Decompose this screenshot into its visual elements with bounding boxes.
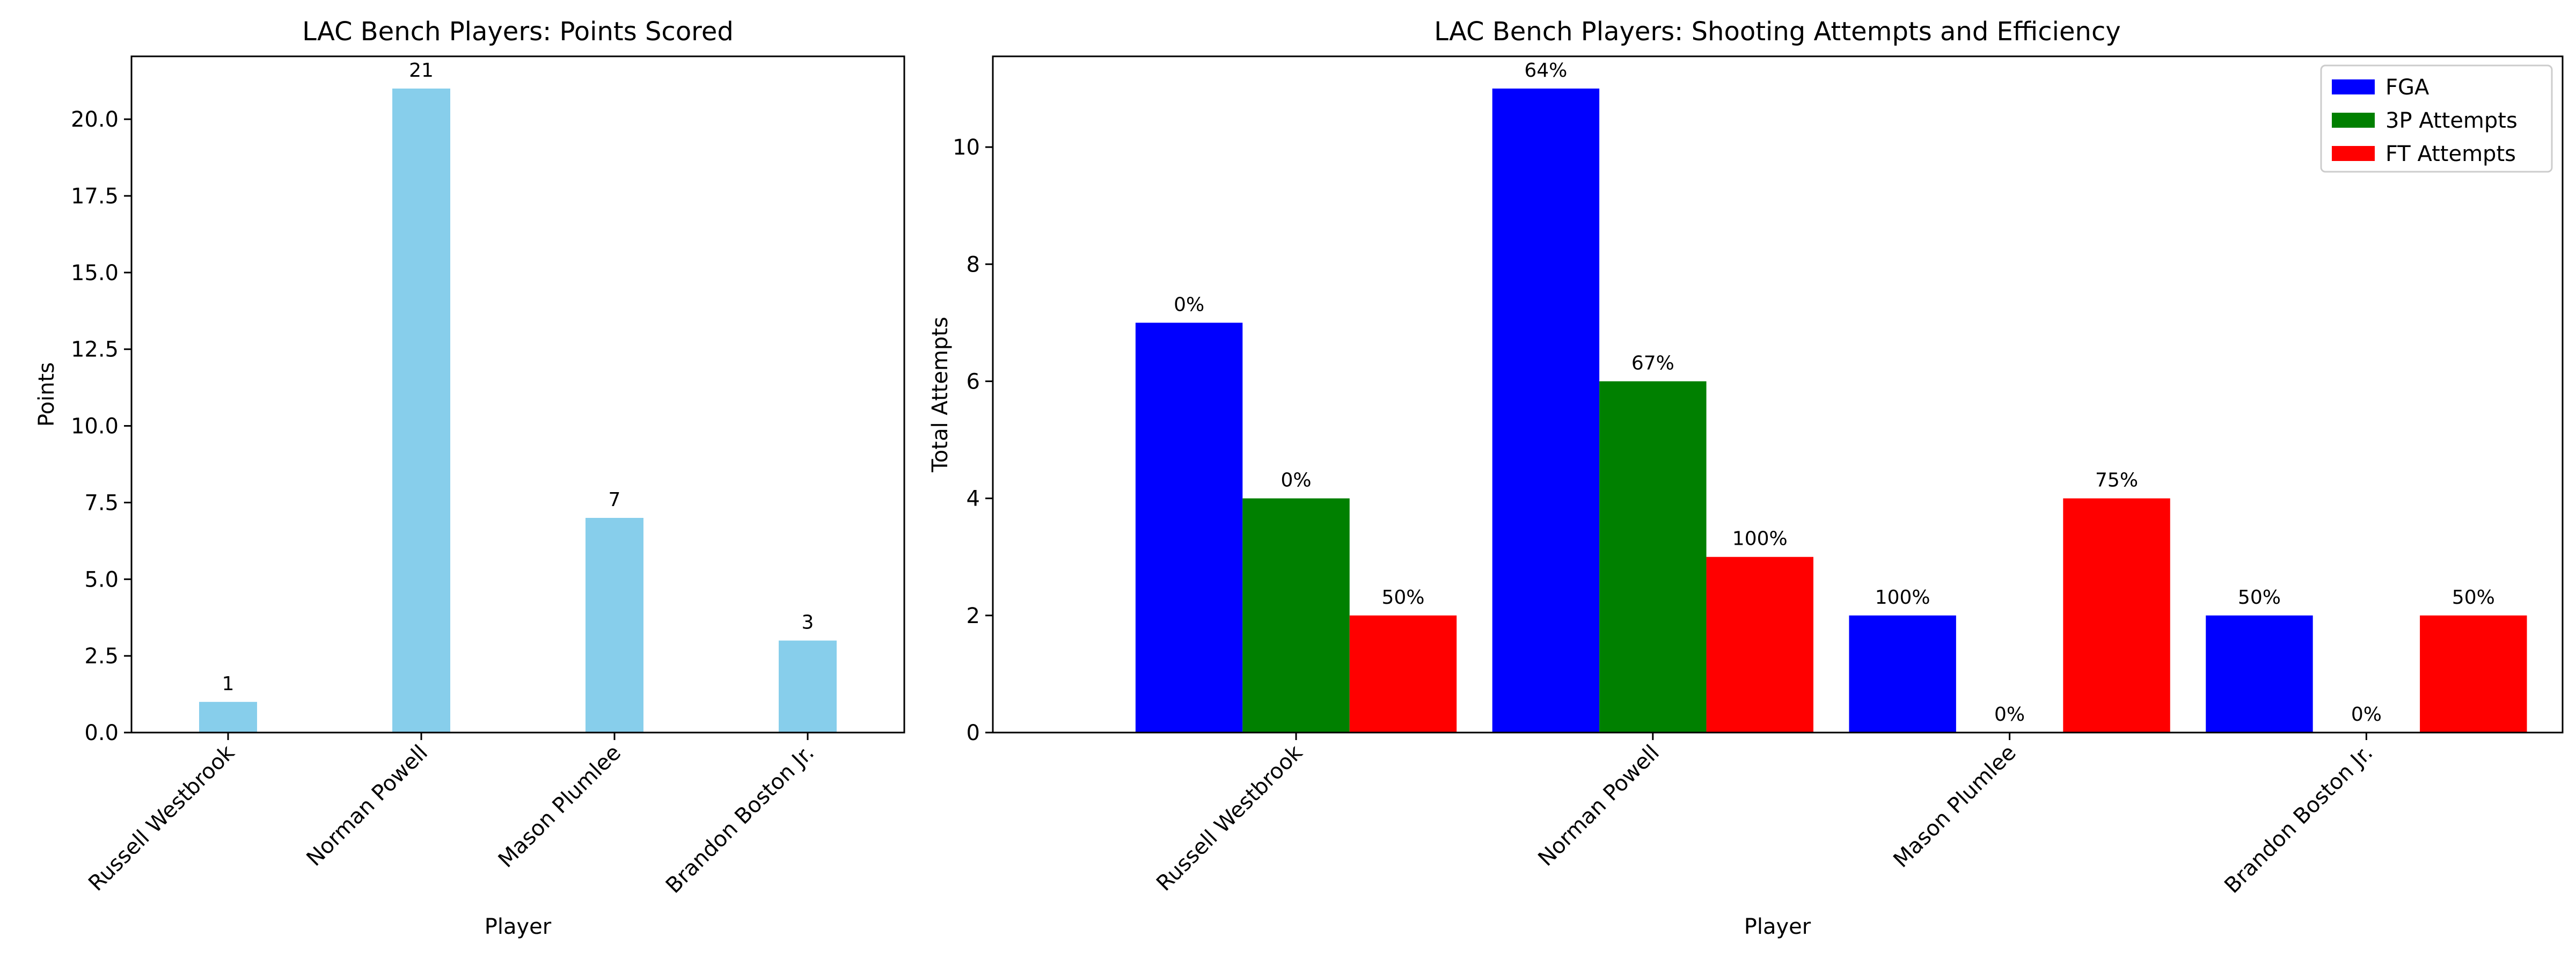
points-y-tick-label: 2.5: [84, 644, 119, 669]
attempts-y-tick-label: 10: [953, 135, 980, 160]
legend-entry: 3P Attempts: [2385, 108, 2518, 133]
attempts-data-label: 64%: [1524, 60, 1567, 82]
points-bar: [392, 89, 450, 733]
points-x-tick-label: Norman Powell: [302, 741, 433, 872]
attempts-data-label: 100%: [1732, 528, 1788, 550]
points-y-tick-label: 15.0: [71, 261, 119, 286]
attempts-chart-title: LAC Bench Players: Shooting Attempts and…: [1434, 17, 2121, 47]
attempts-data-label: 0%: [1994, 704, 2025, 726]
points-bar: [199, 701, 257, 733]
points-chart-y-axis-label: Points: [34, 362, 59, 427]
attempts-data-label: 75%: [2095, 470, 2138, 492]
legend-frame: [2320, 64, 2553, 173]
attempts-bar: [2063, 498, 2170, 733]
points-y-tick-label: 12.5: [71, 338, 119, 362]
attempts-y-tick-label: 4: [967, 487, 980, 511]
attempts-chart: LAC Bench Players: Shooting Attempts and…: [928, 17, 2564, 939]
points-y-tick-label: 17.5: [71, 184, 119, 209]
points-y-tick-label: 0.0: [84, 721, 119, 745]
legend-swatch: [2332, 146, 2375, 161]
attempts-data-label: 100%: [1875, 587, 1930, 609]
points-x-tick-label: Brandon Boston Jr.: [661, 741, 819, 898]
points-chart-x-axis-label: Player: [485, 914, 552, 939]
attempts-bar: [1242, 498, 1350, 733]
attempts-x-tick-label: Norman Powell: [1533, 741, 1664, 872]
points-y-tick-label: 20.0: [71, 107, 119, 132]
attempts-bar: [1349, 615, 1457, 733]
points-chart: LAC Bench Players: Points Scored 1 21 7 3 0…: [34, 17, 905, 939]
attempts-chart-plot-frame: [992, 55, 2564, 734]
attempts-data-label: 50%: [2452, 587, 2495, 609]
attempts-x-tick-label: Mason Plumlee: [1889, 741, 2021, 873]
points-y-tick-label: 5.0: [84, 567, 119, 592]
points-y-tick-label: 10.0: [71, 414, 119, 439]
attempts-y-tick-label: 8: [967, 252, 980, 277]
attempts-bar: [1599, 381, 1707, 733]
points-bar: [779, 640, 837, 733]
attempts-data-label: 67%: [1631, 352, 1674, 374]
points-y-tick-label: 7.5: [84, 491, 119, 515]
attempts-data-label: 50%: [2238, 587, 2281, 609]
attempts-y-tick-label: 0: [967, 721, 980, 745]
attempts-chart-legend: FGA 3P Attempts FT Attempts: [2320, 64, 2553, 173]
attempts-data-label: 0%: [1280, 470, 1311, 492]
attempts-bar: [2206, 615, 2313, 733]
legend-entry: FT Attempts: [2385, 142, 2516, 166]
attempts-x-tick-label: Brandon Boston Jr.: [2220, 741, 2377, 898]
attempts-bar: [1135, 323, 1243, 733]
attempts-data-label: 50%: [1381, 587, 1424, 609]
points-chart-title: LAC Bench Players: Points Scored: [302, 17, 734, 47]
points-data-label: 1: [222, 673, 235, 695]
attempts-data-label: 0%: [1174, 294, 1204, 316]
points-x-tick-label: Mason Plumlee: [494, 741, 626, 873]
points-chart-plot-frame: [130, 55, 905, 734]
attempts-chart-y-axis-label: Total Attempts: [928, 317, 953, 473]
legend-swatch: [2332, 113, 2375, 128]
points-data-label: 3: [802, 612, 814, 634]
legend-entry: FGA: [2385, 75, 2429, 100]
attempts-x-tick-label: Russell Westbrook: [1152, 740, 1307, 896]
attempts-bar: [1492, 89, 1600, 733]
attempts-y-tick-label: 2: [967, 604, 980, 628]
attempts-bar: [1849, 615, 1956, 733]
points-data-label: 21: [409, 60, 434, 82]
attempts-chart-x-axis-label: Player: [1744, 914, 1811, 939]
attempts-bar: [1706, 557, 1813, 733]
points-x-tick-label: Russell Westbrook: [84, 740, 239, 896]
attempts-bar: [2420, 615, 2527, 733]
legend-swatch: [2332, 79, 2375, 94]
points-bar: [586, 518, 643, 733]
attempts-data-label: 0%: [2351, 704, 2382, 726]
points-data-label: 7: [609, 489, 621, 511]
attempts-y-tick-label: 6: [967, 369, 980, 394]
